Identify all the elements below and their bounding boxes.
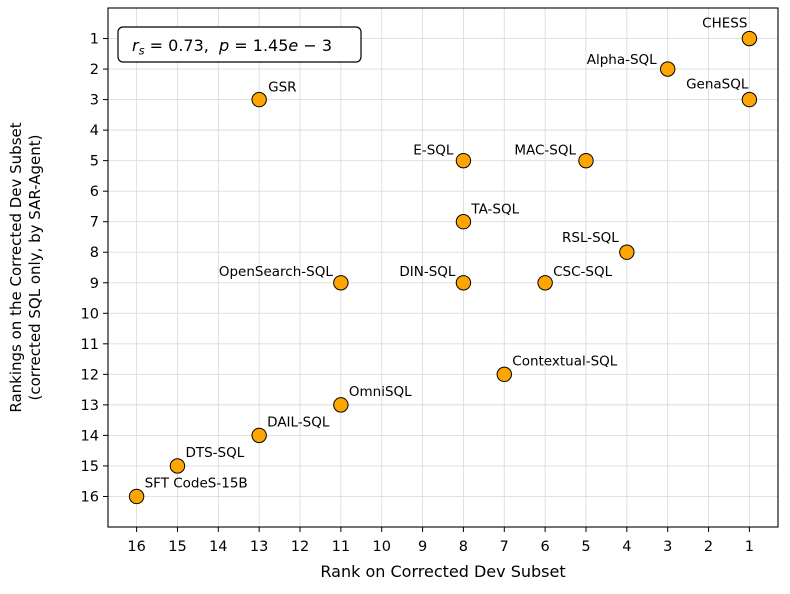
data-point-Contextual-SQL: [496, 366, 512, 383]
y-tick-label: 8: [90, 245, 99, 261]
x-tick-label: 16: [127, 539, 145, 555]
data-point-SFT CodeS-15B: [128, 488, 145, 505]
data-point-DTS-SQL: [169, 458, 186, 474]
data-point-OpenSearch-SQL: [333, 275, 349, 291]
data-point-GenaSQL: [741, 91, 758, 108]
point-label-GenaSQL: GenaSQL: [686, 77, 749, 93]
data-point-CHESS: [741, 30, 758, 47]
x-tick-label: 9: [418, 539, 427, 555]
data-point-E-SQL: [455, 152, 472, 169]
point-label-E-SQL: E-SQL: [413, 143, 454, 159]
y-tick-label: 15: [81, 459, 99, 475]
x-tick-label: 14: [209, 539, 227, 555]
point-label-OmniSQL: OmniSQL: [349, 384, 412, 400]
data-point-RSL-SQL: [619, 244, 635, 260]
point-labels: CHESS Alpha-SQL GenaSQL GSR E-SQL MAC-SQL TA-S…: [145, 16, 749, 492]
data-point-MAC-SQL: [578, 152, 594, 169]
y-tick-label: 12: [81, 367, 99, 383]
point-label-DAIL-SQL: DAIL-SQL: [267, 414, 330, 430]
plot-frame: [107, 7, 779, 528]
data-point-Alpha-SQL: [659, 61, 676, 77]
y-tick-label: 9: [90, 276, 99, 292]
y-tick-label: 7: [90, 215, 99, 231]
data-point-OmniSQL: [333, 397, 349, 413]
point-label-MAC-SQL: MAC-SQL: [514, 143, 576, 159]
point-label-CHESS: CHESS: [702, 16, 747, 32]
y-tick-label: 14: [81, 428, 99, 444]
data-point-CSC-SQL: [537, 275, 553, 291]
point-label-OpenSearch-SQL: OpenSearch-SQL: [219, 264, 334, 280]
x-axis-label: Rank on Corrected Dev Subset: [320, 562, 565, 581]
point-label-GSR: GSR: [268, 80, 296, 96]
stats-annotation-text: rs = 0.73, p = 1.45e − 3: [132, 36, 332, 58]
y-tick-label: 10: [81, 306, 99, 322]
y-tick-label: 6: [90, 184, 99, 200]
x-tick-label: 2: [704, 539, 713, 555]
x-tick-label: 10: [372, 539, 390, 555]
x-tick-label: 8: [459, 539, 468, 555]
stats-annotation-box: [117, 26, 362, 63]
point-label-RSL-SQL: RSL-SQL: [562, 230, 619, 246]
x-tick-label: 13: [250, 539, 268, 555]
y-tick-label: 4: [90, 123, 99, 139]
y-tick-label: 5: [90, 154, 99, 170]
x-tick-label: 3: [663, 539, 672, 555]
point-label-DIN-SQL: DIN-SQL: [399, 264, 456, 280]
x-tick-label: 5: [581, 539, 590, 555]
point-label-Contextual-SQL: Contextual-SQL: [512, 353, 618, 369]
y-tick-label: 1: [90, 32, 99, 48]
x-tick-label: 7: [500, 539, 509, 555]
y-axis-label-line2: (corrected SQL only, by SAR-Agent): [26, 135, 44, 401]
y-tick-label: 3: [90, 93, 99, 109]
y-tick-label: 16: [81, 489, 99, 505]
data-point-TA-SQL: [455, 214, 472, 230]
point-label-DTS-SQL: DTS-SQL: [185, 445, 244, 461]
data-point-DAIL-SQL: [251, 427, 267, 444]
x-axis: 16 15 14 13 12 11 10 9 8 7 6 5 4 3 2 1: [127, 527, 754, 555]
x-tick-label: 1: [745, 539, 754, 555]
x-tick-label: 15: [168, 539, 186, 555]
x-tick-label: 6: [541, 539, 550, 555]
point-label-SFT CodeS-15B: SFT CodeS-15B: [145, 475, 248, 491]
y-tick-label: 13: [81, 398, 99, 414]
point-label-Alpha-SQL: Alpha-SQL: [587, 52, 657, 68]
point-label-CSC-SQL: CSC-SQL: [553, 264, 612, 280]
y-tick-label: 11: [81, 337, 99, 353]
data-point-DIN-SQL: [455, 275, 472, 291]
x-tick-label: 11: [332, 539, 350, 555]
data-points: [128, 30, 758, 505]
x-tick-label: 4: [622, 539, 631, 555]
data-point-GSR: [251, 91, 267, 108]
point-label-TA-SQL: TA-SQL: [470, 202, 519, 218]
x-tick-label: 12: [291, 539, 309, 555]
y-tick-label: 2: [90, 62, 99, 78]
gridlines: [108, 8, 778, 527]
y-axis-label-line1: Rankings on the Corrected Dev Subset: [7, 122, 25, 412]
